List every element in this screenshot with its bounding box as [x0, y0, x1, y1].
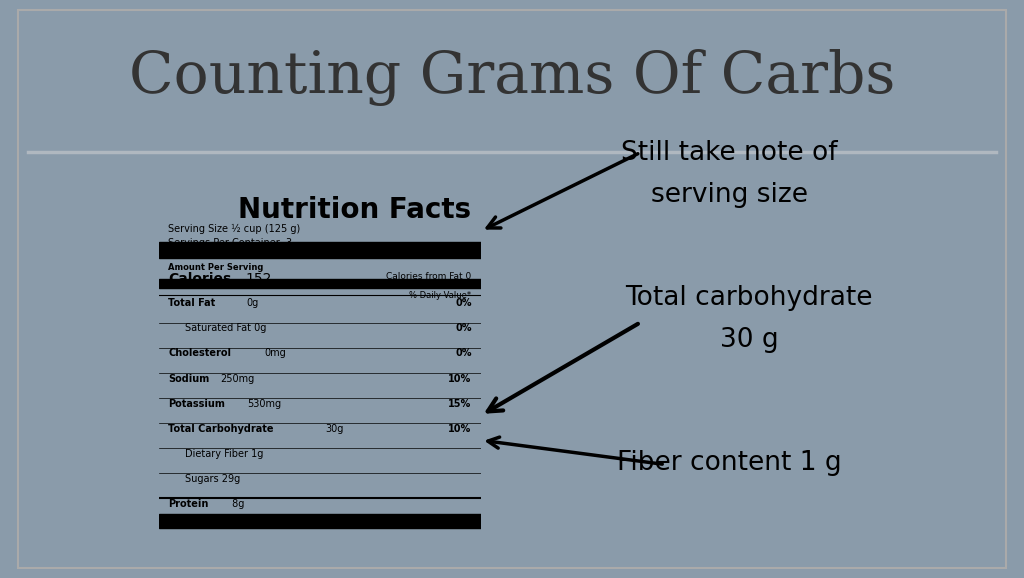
Text: 10%: 10%	[449, 424, 472, 434]
Bar	[159, 279, 481, 288]
Text: Sugars 29g: Sugars 29g	[184, 474, 240, 484]
Text: Sodium: Sodium	[168, 373, 210, 384]
Text: Serving Size ½ cup (125 g): Serving Size ½ cup (125 g)	[168, 224, 301, 234]
Text: 15%: 15%	[449, 399, 472, 409]
Text: 0mg: 0mg	[264, 349, 286, 358]
Text: 10%: 10%	[449, 373, 472, 384]
Text: Amount Per Serving: Amount Per Serving	[168, 263, 264, 272]
Text: Dietary Fiber 1g: Dietary Fiber 1g	[184, 449, 263, 459]
Text: Saturated Fat 0g: Saturated Fat 0g	[184, 323, 266, 334]
Text: Calories: Calories	[168, 272, 231, 286]
Bar	[159, 514, 481, 528]
Text: Total Fat: Total Fat	[168, 298, 216, 308]
Text: Servings Per Container  3: Servings Per Container 3	[168, 238, 293, 248]
Text: Calories from Fat 0: Calories from Fat 0	[386, 272, 472, 281]
Text: Total carbohydrate: Total carbohydrate	[626, 286, 872, 312]
Text: Potassium: Potassium	[168, 399, 225, 409]
Text: 530mg: 530mg	[247, 399, 281, 409]
Text: % Daily Value*: % Daily Value*	[410, 291, 472, 300]
Text: 250mg: 250mg	[220, 373, 255, 384]
Text: Total Carbohydrate: Total Carbohydrate	[168, 424, 273, 434]
Text: 152: 152	[246, 272, 272, 286]
Bar	[159, 242, 481, 258]
Text: Fiber content 1 g: Fiber content 1 g	[616, 450, 842, 476]
Text: 30 g: 30 g	[720, 327, 778, 353]
Text: Protein: Protein	[168, 499, 209, 509]
Text: Counting Grams Of Carbs: Counting Grams Of Carbs	[129, 49, 895, 106]
Text: Cholesterol: Cholesterol	[168, 349, 231, 358]
Text: 8g: 8g	[229, 499, 245, 509]
Text: 0%: 0%	[455, 323, 472, 334]
Text: 0%: 0%	[455, 298, 472, 308]
Text: serving size: serving size	[650, 182, 808, 208]
Text: Nutrition Facts: Nutrition Facts	[239, 197, 472, 224]
Text: 0%: 0%	[455, 349, 472, 358]
Text: 0g: 0g	[247, 298, 259, 308]
Text: 30g: 30g	[326, 424, 343, 434]
Text: Still take note of: Still take note of	[621, 140, 838, 166]
